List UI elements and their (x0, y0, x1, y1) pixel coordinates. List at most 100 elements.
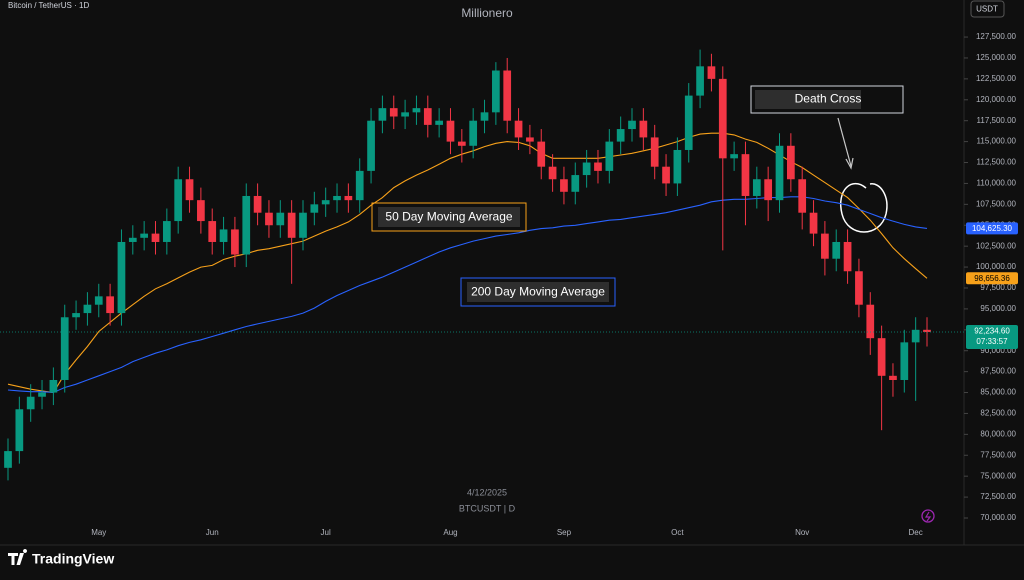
series-fill (467, 282, 609, 302)
brand-logo[interactable] (8, 549, 28, 565)
x-tick-label: Jun (206, 528, 219, 537)
candle-body (786, 145, 795, 180)
series-label: 200 Day Moving Average (471, 285, 605, 299)
countdown-label: 07:33:57 (976, 337, 1008, 346)
candle-body (911, 329, 920, 343)
candle-body (401, 112, 409, 117)
cross-circle (840, 182, 888, 233)
candle-body (117, 241, 126, 314)
candle-body (877, 338, 886, 376)
candle-body (60, 317, 69, 380)
x-tick-label: Nov (795, 528, 809, 537)
candle-body (480, 112, 489, 121)
candle-body (684, 95, 693, 150)
candle-body (344, 195, 353, 201)
ma-line (7, 132, 928, 394)
candle-body (673, 149, 682, 184)
candle-body (560, 179, 568, 192)
candle-body (94, 296, 103, 305)
plot-layer (0, 49, 964, 481)
symbol-label: BTCUSDT | D (459, 503, 516, 513)
y-tick-label: 125,000.00 (976, 53, 1017, 62)
annotation-label: Death Cross (795, 92, 862, 106)
candle-body (730, 154, 738, 159)
candle-body (208, 221, 217, 242)
alert-bolt[interactable] (924, 511, 932, 522)
price-tag-label: 104,625.30 (972, 224, 1013, 233)
candle-body (492, 70, 500, 113)
currency-label[interactable]: USDT (976, 5, 998, 14)
series-frame (460, 277, 616, 307)
candle-body (821, 233, 829, 259)
candle-body (843, 241, 852, 272)
candle-body (446, 120, 455, 142)
candle-body (752, 179, 761, 196)
candle-body (242, 195, 251, 255)
x-tick-label: Sep (557, 528, 572, 537)
candle-body (889, 375, 897, 380)
candle-body (537, 141, 546, 167)
y-tick-label: 112,500.00 (977, 158, 1017, 167)
candle-body (526, 137, 534, 142)
candle-body (923, 329, 931, 333)
candle-body (650, 137, 659, 167)
candle-body (435, 120, 443, 125)
candle-body (367, 120, 375, 171)
y-tick-label: 80,000.00 (980, 429, 1016, 438)
y-tick-label: 120,000.00 (976, 95, 1017, 104)
candle-body (310, 204, 319, 213)
candle-body (299, 212, 307, 238)
candle-body (219, 229, 228, 242)
candle-body (514, 120, 523, 138)
ma-line (7, 196, 928, 394)
candle-body (333, 195, 341, 201)
y-tick-label: 102,500.00 (976, 241, 1017, 250)
candle-body (900, 342, 909, 380)
candle-body (412, 108, 421, 113)
series-label: 50 Day Moving Average (385, 210, 513, 224)
candle-body (775, 145, 784, 201)
candle-body (140, 233, 149, 238)
brand-name[interactable]: TradingView (32, 551, 114, 567)
candle-body (616, 129, 625, 142)
alert-icon[interactable] (921, 509, 935, 523)
candle-body (287, 212, 296, 238)
price-tag (966, 272, 1018, 285)
candle-body (83, 304, 92, 314)
candle-body (265, 212, 273, 226)
candle-body (457, 141, 466, 146)
candle-body (718, 78, 727, 159)
currency-box[interactable] (970, 0, 1005, 18)
y-tick-label: 82,500.00 (980, 409, 1016, 418)
candle-body (389, 108, 398, 117)
price-tag-label: 92,234.60 (974, 327, 1010, 336)
candle-body (151, 233, 160, 242)
y-tick-label: 107,500.00 (976, 199, 1017, 208)
date-label: 4/12/2025 (467, 487, 507, 497)
candle-body (628, 120, 636, 130)
x-tick-label: Aug (443, 528, 457, 537)
candle-body (548, 166, 557, 180)
candle-body (469, 120, 478, 146)
candle-body (38, 392, 46, 397)
x-tick-label: May (91, 528, 106, 537)
candle-body (855, 271, 863, 305)
y-tick-label: 127,500.00 (976, 32, 1017, 41)
y-tick-label: 90,000.00 (980, 346, 1016, 355)
candle-body (355, 170, 364, 201)
annotation-frame (750, 85, 904, 114)
y-tick-label: 85,000.00 (980, 388, 1016, 397)
symbol-header: Bitcoin / TetherUS · 1D (8, 1, 89, 10)
candle-body (707, 66, 716, 79)
candle-body (809, 212, 818, 234)
candle-body (106, 296, 114, 314)
candle-body (321, 200, 330, 205)
y-tick-label: 122,500.00 (976, 74, 1017, 83)
x-tick-label: Dec (909, 528, 923, 537)
candle-body (72, 313, 80, 318)
candle-body (15, 409, 24, 452)
candle-body (49, 379, 58, 393)
candle-body (639, 120, 648, 138)
arrow-head (845, 157, 854, 170)
y-tick-label: 115,000.00 (977, 137, 1017, 146)
